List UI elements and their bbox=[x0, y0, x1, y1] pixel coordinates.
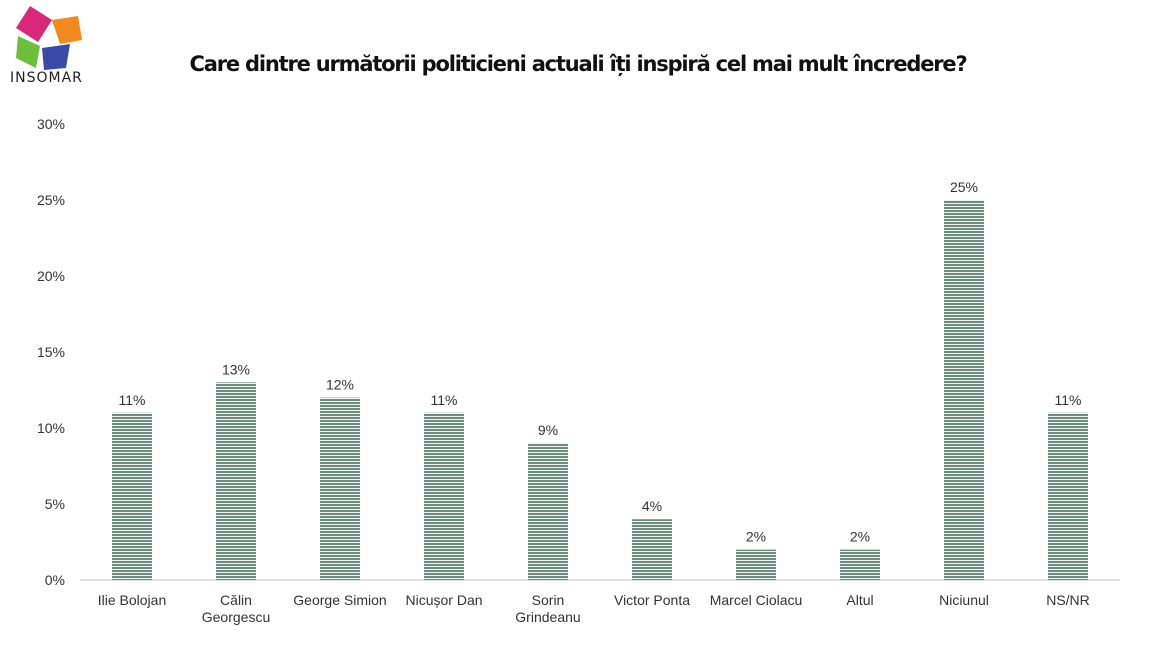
brand-name: INSOMAR bbox=[10, 70, 83, 86]
x-tick-label: Victor Ponta bbox=[614, 592, 690, 608]
x-tick-label-line: NS/NR bbox=[1046, 592, 1090, 608]
data-label: 11% bbox=[1055, 392, 1082, 408]
data-label: 2% bbox=[850, 529, 870, 545]
bar bbox=[112, 412, 152, 580]
x-tick-label: Nicușor Dan bbox=[405, 592, 482, 608]
bar bbox=[528, 443, 568, 580]
x-tick-label-line: Victor Ponta bbox=[614, 592, 690, 608]
bar bbox=[944, 200, 984, 580]
x-tick-label: NS/NR bbox=[1046, 592, 1090, 608]
x-tick-label-line: George Simion bbox=[293, 592, 386, 608]
x-tick-label: Ilie Bolojan bbox=[98, 592, 167, 608]
data-label: 2% bbox=[746, 529, 766, 545]
bar bbox=[736, 549, 776, 580]
y-tick-label: 5% bbox=[45, 496, 65, 512]
chart-title: Care dintre următorii politicieni actual… bbox=[189, 52, 968, 76]
brand-logo-icon bbox=[16, 6, 82, 70]
x-tick-label: Niciunul bbox=[939, 592, 989, 608]
bar bbox=[840, 549, 880, 580]
bar bbox=[424, 412, 464, 580]
data-label: 12% bbox=[326, 377, 354, 393]
y-axis: 0% 5% 10% 15% 20% 25% 30% bbox=[37, 116, 65, 588]
bar bbox=[632, 519, 672, 580]
x-tick-label-line: Călin bbox=[220, 592, 252, 608]
data-label: 4% bbox=[642, 498, 662, 514]
bar bbox=[1048, 412, 1088, 580]
y-tick-label: 15% bbox=[37, 344, 65, 360]
x-tick-label-line: Marcel Ciolacu bbox=[710, 592, 803, 608]
data-label: 11% bbox=[119, 392, 146, 408]
x-tick-label-line: Ilie Bolojan bbox=[98, 592, 167, 608]
x-tick-label: Sorin Grindeanu bbox=[515, 592, 580, 625]
x-tick-label: Altul bbox=[846, 592, 873, 608]
x-axis: Ilie Bolojan Călin Georgescu George Simion N… bbox=[98, 592, 1090, 625]
x-tick-label-line: Altul bbox=[846, 592, 873, 608]
x-tick-label-line: Niciunul bbox=[939, 592, 989, 608]
data-labels: 11% 13% 12% 11% 9% 4% 2% 2% 25% 11% bbox=[119, 179, 1082, 545]
bar bbox=[320, 397, 360, 580]
x-tick-label: George Simion bbox=[293, 592, 386, 608]
y-tick-label: 0% bbox=[45, 572, 65, 588]
data-label: 11% bbox=[431, 392, 458, 408]
x-tick-label-line: Grindeanu bbox=[515, 609, 580, 625]
data-label: 25% bbox=[950, 179, 978, 195]
x-tick-label: Marcel Ciolacu bbox=[710, 592, 803, 608]
x-tick-label-line: Sorin bbox=[532, 592, 565, 608]
y-tick-label: 20% bbox=[37, 268, 65, 284]
y-tick-label: 30% bbox=[37, 116, 65, 132]
x-tick-label: Călin Georgescu bbox=[202, 592, 270, 625]
y-tick-label: 25% bbox=[37, 192, 65, 208]
data-label: 13% bbox=[222, 361, 250, 377]
bars bbox=[112, 200, 1088, 580]
bar bbox=[216, 382, 256, 580]
y-tick-label: 10% bbox=[37, 420, 65, 436]
x-tick-label-line: Nicușor Dan bbox=[405, 592, 482, 608]
x-tick-label-line: Georgescu bbox=[202, 609, 270, 625]
data-label: 9% bbox=[538, 422, 558, 438]
